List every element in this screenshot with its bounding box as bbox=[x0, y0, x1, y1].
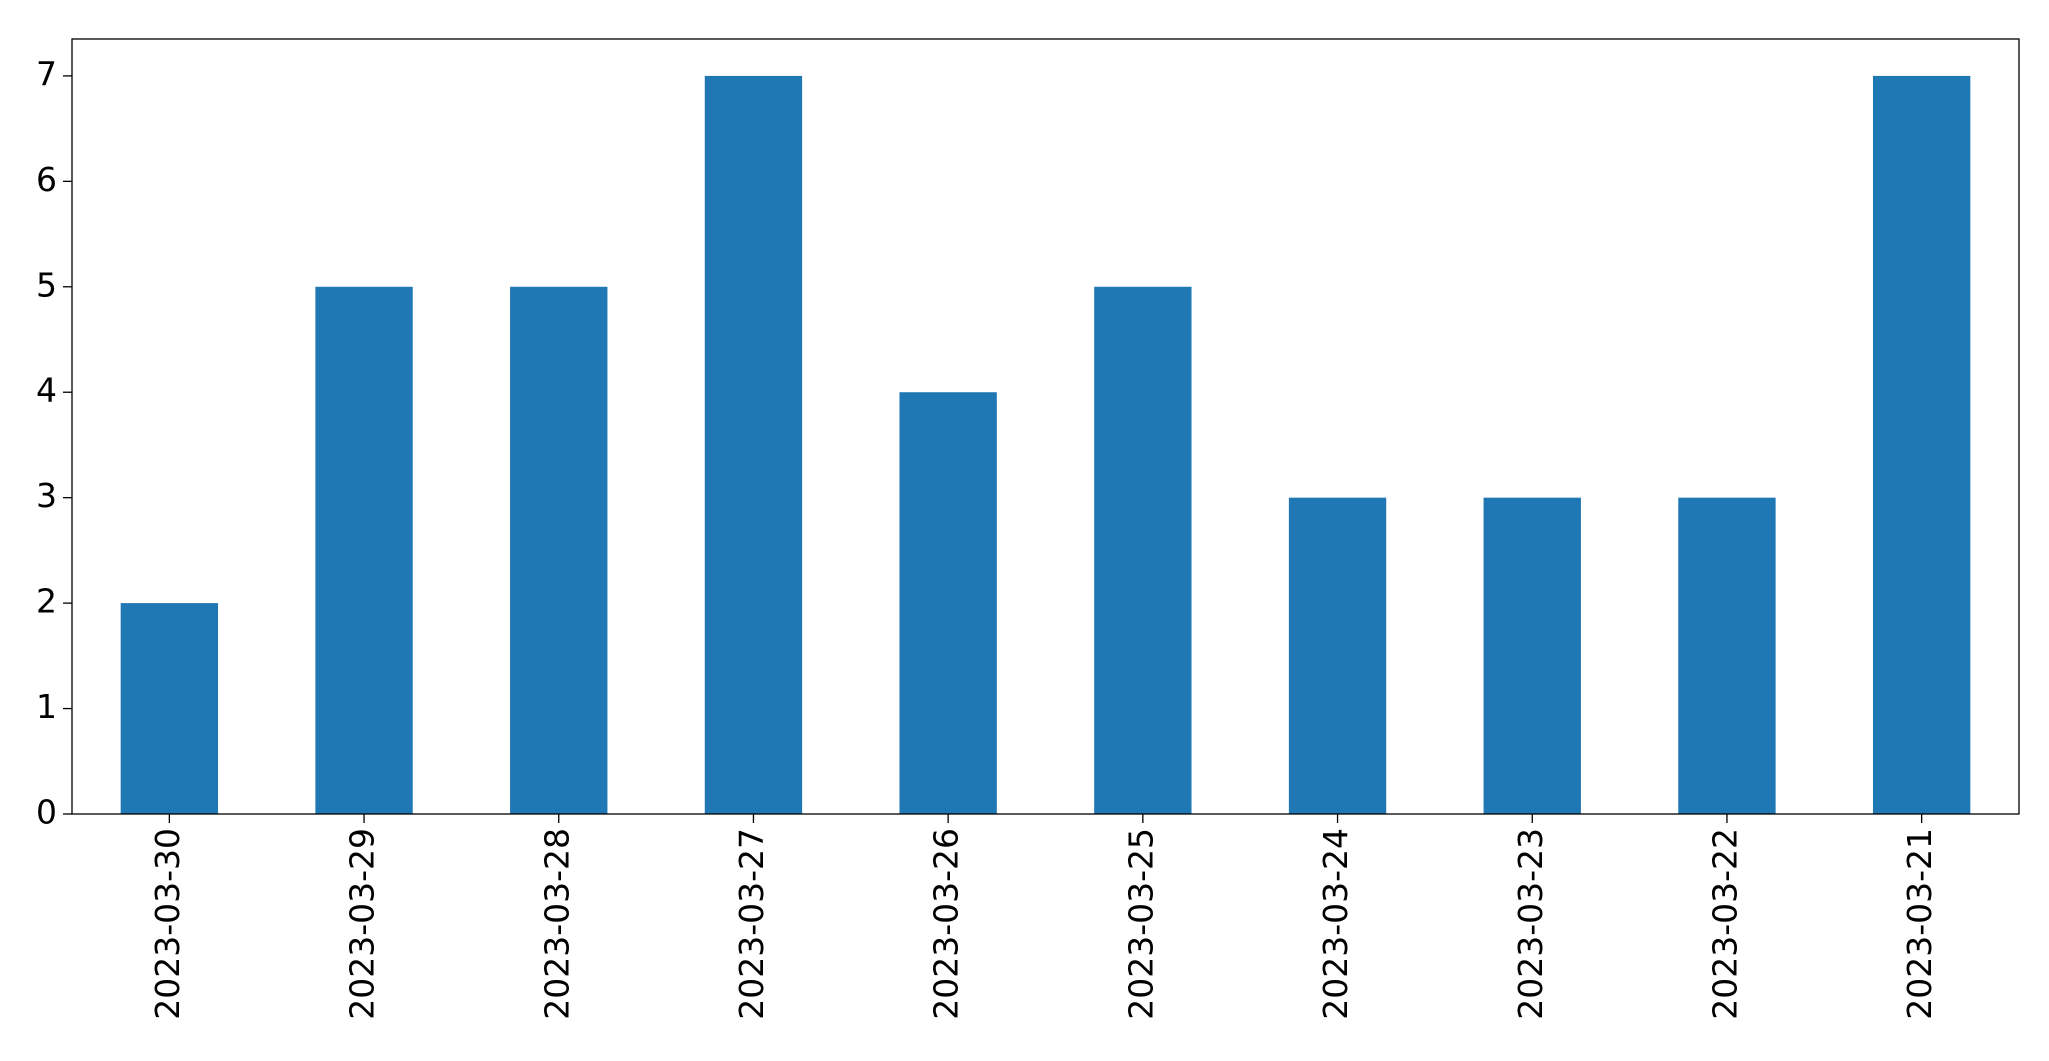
bar bbox=[704, 75, 803, 814]
y-tick-label: 3 bbox=[36, 476, 57, 515]
x-tick-label: 2023-03-25 bbox=[1121, 828, 1160, 1020]
x-tick-label: 2023-03-27 bbox=[732, 828, 771, 1020]
y-tick-label: 2 bbox=[36, 582, 57, 621]
y-tick-label: 7 bbox=[36, 54, 57, 93]
bar bbox=[1678, 497, 1776, 814]
x-tick-label: 2023-03-29 bbox=[343, 828, 382, 1020]
x-tick-label: 2023-03-28 bbox=[537, 828, 576, 1020]
bar bbox=[1288, 497, 1387, 814]
x-tick-label: 2023-03-30 bbox=[148, 828, 187, 1020]
y-tick-label: 5 bbox=[36, 265, 57, 304]
y-tick-label: 0 bbox=[36, 793, 57, 832]
x-tick-label: 2023-03-24 bbox=[1316, 828, 1355, 1020]
bar bbox=[120, 603, 219, 814]
x-tick-label: 2023-03-26 bbox=[927, 828, 966, 1020]
y-tick-label: 1 bbox=[36, 687, 57, 726]
bar bbox=[1094, 286, 1192, 814]
bar bbox=[1872, 75, 1971, 814]
bar bbox=[899, 392, 997, 814]
bar bbox=[510, 286, 608, 814]
y-tick-label: 4 bbox=[36, 371, 57, 410]
bar bbox=[1483, 497, 1581, 814]
x-tick-label: 2023-03-23 bbox=[1511, 828, 1550, 1020]
x-tick-label: 2023-03-21 bbox=[1900, 828, 1939, 1020]
x-tick-label: 2023-03-22 bbox=[1705, 828, 1744, 1020]
y-tick-label: 6 bbox=[36, 160, 57, 199]
bar bbox=[315, 286, 413, 814]
plot-frame bbox=[71, 38, 2020, 815]
